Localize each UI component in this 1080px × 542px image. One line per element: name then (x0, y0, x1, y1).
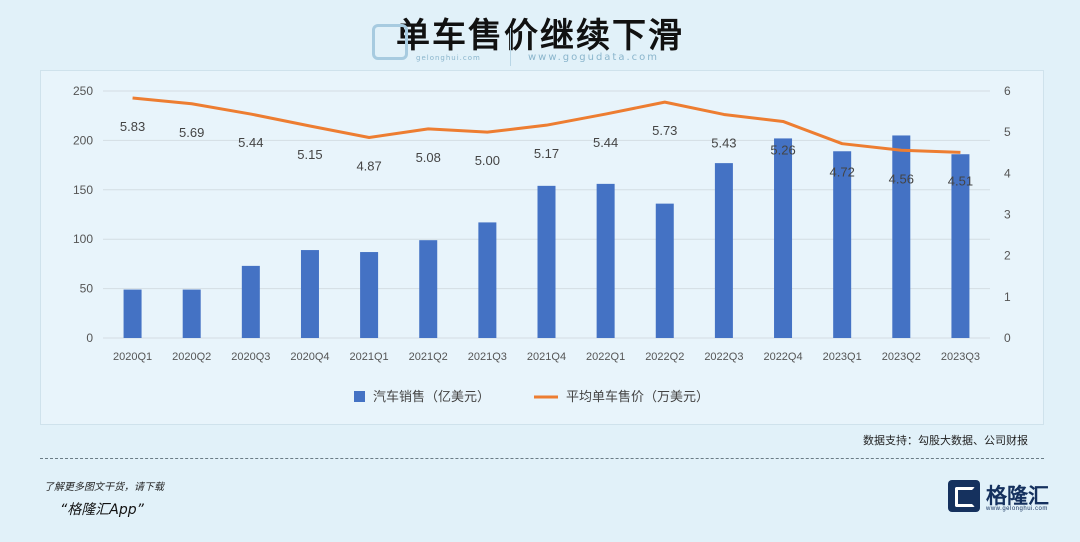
x-tick-label: 2020Q3 (231, 351, 270, 363)
bar (123, 289, 142, 338)
chart: 0 50 100 150 200 250 0 1 2 3 4 5 6 2020Q1 2020Q2 2020Q3… (73, 84, 1011, 405)
bar (833, 151, 852, 338)
data-label: 4.87 (356, 159, 381, 174)
y-left-tick-label: 200 (73, 133, 93, 147)
y-left-tick-label: 250 (73, 84, 93, 98)
legend-label-bar: 汽车销售（亿美元） (373, 389, 490, 405)
x-tick-label: 2021Q4 (527, 351, 566, 363)
x-tick-label: 2020Q2 (172, 351, 211, 363)
x-tick-label: 2023Q3 (941, 351, 980, 363)
x-tick-label: 2022Q1 (586, 351, 625, 363)
bar (478, 222, 497, 338)
bar (596, 183, 615, 338)
bar (300, 250, 319, 338)
x-tick-label: 2022Q3 (704, 351, 743, 363)
y-right-tick-label: 3 (1004, 208, 1011, 222)
promo-text: 了解更多图文干货，请下载 (44, 482, 164, 493)
data-label: 5.44 (593, 135, 618, 150)
brand-url: www.gelonghui.com (986, 506, 1048, 512)
watermark-logo-icon (372, 24, 408, 60)
bar (360, 252, 379, 338)
y-left-tick-label: 0 (86, 331, 93, 345)
y-right-tick-label: 2 (1004, 249, 1011, 263)
data-label: 4.51 (948, 173, 973, 188)
x-tick-label: 2020Q4 (290, 351, 329, 363)
legend-swatch-bar (354, 391, 365, 402)
watermark-divider (510, 28, 511, 66)
page-title: 单车售价继续下滑 (396, 16, 684, 56)
watermark-left-url: gelonghui.com (416, 54, 481, 62)
divider-line (40, 458, 1044, 459)
x-tick-label: 2021Q1 (350, 351, 389, 363)
data-label: 4.72 (830, 165, 855, 180)
y-right-tick-label: 4 (1004, 166, 1011, 180)
bar (655, 203, 674, 338)
x-tick-label: 2021Q2 (409, 351, 448, 363)
data-label: 5.83 (120, 119, 145, 134)
x-tick-label: 2020Q1 (113, 351, 152, 363)
data-label: 5.73 (652, 123, 677, 138)
x-tick-label: 2022Q2 (645, 351, 684, 363)
y-right-tick-label: 5 (1004, 125, 1011, 139)
x-tick-label: 2023Q1 (823, 351, 862, 363)
y-right-tick-label: 6 (1004, 84, 1011, 98)
brand-name: 格隆汇 (986, 484, 1049, 508)
data-label: 5.17 (534, 146, 559, 161)
x-tick-label: 2021Q3 (468, 351, 507, 363)
bar (951, 154, 970, 338)
data-source: 数据支持：勾股大数据、公司财报 (863, 434, 1028, 447)
y-right-tick-label: 1 (1004, 290, 1011, 304)
watermark-right-url: www.gogudata.com (528, 52, 660, 63)
data-label: 5.44 (238, 135, 263, 150)
y-left-tick-label: 100 (73, 232, 93, 246)
bar (537, 185, 556, 338)
data-label: 5.69 (179, 125, 204, 140)
y-left-tick-label: 50 (80, 282, 94, 296)
y-left-tick-label: 150 (73, 183, 93, 197)
bar (241, 265, 260, 338)
bar (774, 138, 793, 338)
x-tick-label: 2022Q4 (763, 351, 802, 363)
brand-logo-icon (948, 480, 980, 512)
line-series (132, 96, 961, 154)
data-label: 5.00 (475, 153, 500, 168)
data-label: 5.43 (711, 135, 736, 150)
x-tick-label: 2023Q2 (882, 351, 921, 363)
data-label: 5.08 (416, 150, 441, 165)
legend-label-line: 平均单车售价（万美元） (566, 389, 709, 405)
bar (714, 163, 733, 338)
bar (892, 135, 911, 338)
bar (182, 289, 201, 338)
data-label: 5.15 (297, 147, 322, 162)
promo-app-name: “格隆汇App” (60, 502, 144, 518)
y-right-tick-label: 0 (1004, 331, 1011, 345)
bar (419, 240, 438, 338)
data-label: 5.26 (770, 142, 795, 157)
data-label: 4.56 (889, 171, 914, 186)
